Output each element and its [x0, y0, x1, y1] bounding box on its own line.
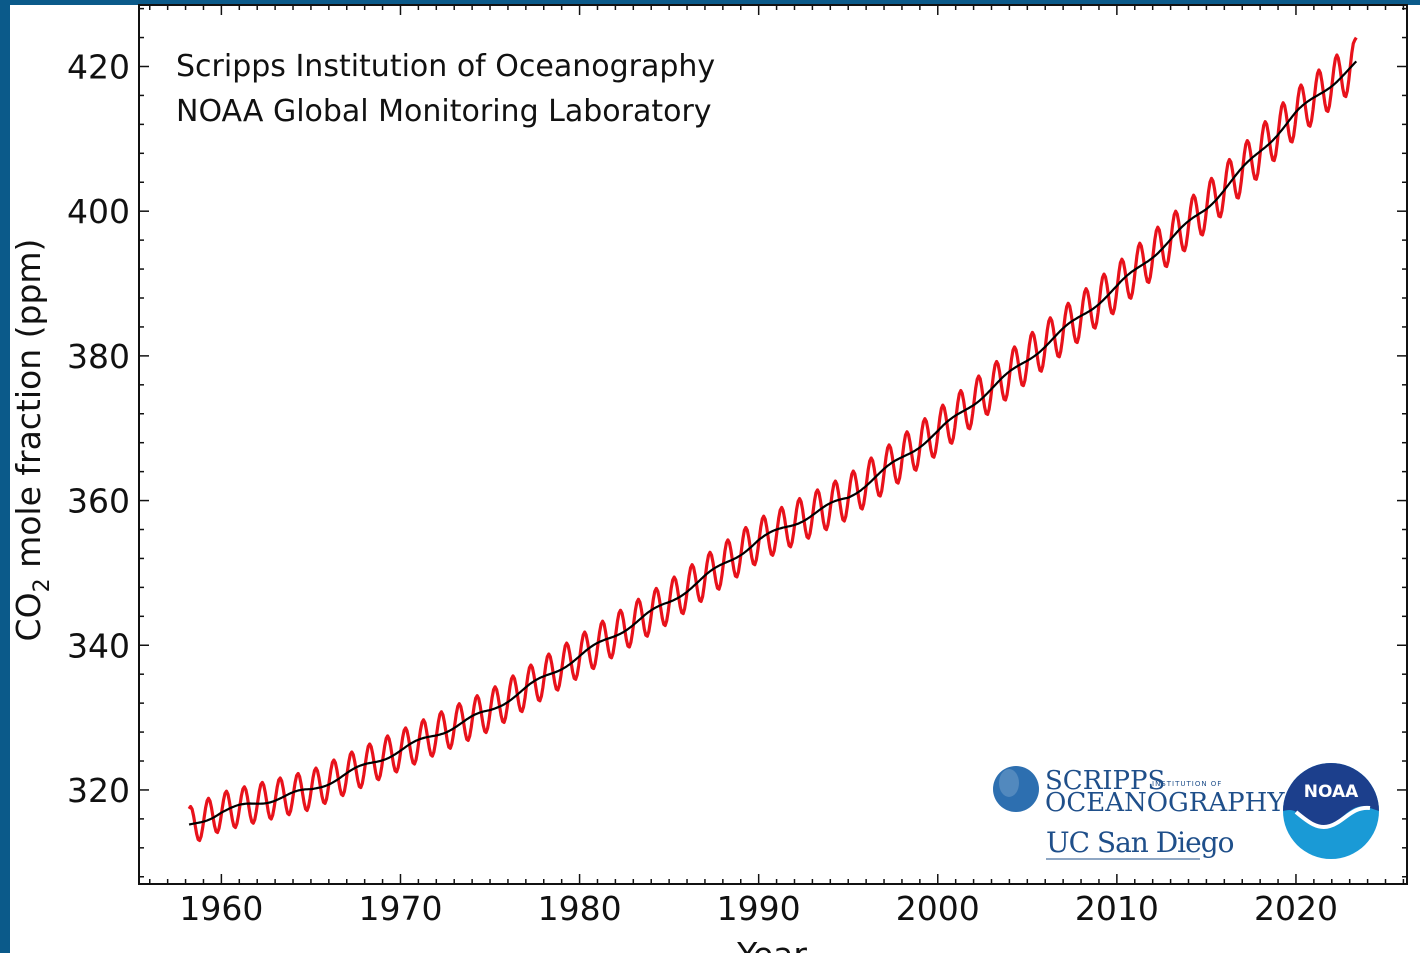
- top-border: [0, 0, 1420, 5]
- y-tick-label: 360: [67, 482, 130, 521]
- noaa-logo: NOAA: [1283, 763, 1379, 859]
- inner-ticks: [139, 5, 1407, 884]
- y-tick-label: 320: [67, 771, 130, 810]
- scripps-oceanography-text: OCEANOGRAPHY: [1045, 788, 1285, 818]
- scripps-logo: SCRIPPS INSTITUTION OF OCEANOGRAPHY: [993, 766, 1285, 818]
- scripps-wordmark: SCRIPPS: [1045, 766, 1165, 796]
- ucsd-wordmark: UC San Diego: [1046, 826, 1234, 859]
- y-tick-label: 400: [67, 192, 130, 231]
- x-tick-label: 1990: [717, 889, 801, 928]
- plot-area: [187, 36, 1358, 843]
- annotation-scripps: Scripps Institution of Oceanography: [176, 49, 715, 84]
- noaa-wordmark: NOAA: [1304, 782, 1359, 802]
- globe-highlight: [999, 769, 1019, 797]
- annotation-noaa: NOAA Global Monitoring Laboratory: [176, 94, 712, 129]
- y-tick-labels: 320 340 360 380 400 420: [67, 47, 130, 809]
- y-axis-label-main: CO: [9, 592, 48, 641]
- y-axis-label: CO2 mole fraction (ppm): [9, 239, 55, 642]
- monthly-co2-line: [187, 36, 1358, 843]
- x-tick-label: 1960: [179, 889, 263, 928]
- ucsd-logo: UC San Diego: [1046, 826, 1235, 860]
- noaa-sky-shape: [1283, 763, 1379, 827]
- scripps-institution-text: INSTITUTION OF: [1152, 780, 1222, 788]
- y-tick-label: 380: [67, 337, 130, 376]
- x-tick-label: 2010: [1075, 889, 1159, 928]
- globe-icon: [993, 766, 1039, 812]
- y-tick-label: 340: [67, 626, 130, 665]
- noaa-bird-icon: [1294, 805, 1371, 829]
- y-axis-label-subscript: 2: [30, 578, 55, 592]
- x-tick-label: 2000: [896, 889, 980, 928]
- x-tick-label: 2020: [1254, 889, 1338, 928]
- trend-co2-line: [188, 60, 1358, 826]
- y-tick-label: 420: [67, 47, 130, 86]
- axes-frame: [138, 4, 1408, 885]
- left-border: [0, 0, 10, 953]
- y-axis-label-suffix: mole fraction (ppm): [9, 239, 48, 579]
- x-tick-label: 1970: [358, 889, 442, 928]
- x-axis-label: Year: [736, 935, 807, 953]
- x-tick-label: 1980: [538, 889, 622, 928]
- x-tick-labels: 1960 1970 1980 1990 2000 2010 2020: [179, 889, 1338, 928]
